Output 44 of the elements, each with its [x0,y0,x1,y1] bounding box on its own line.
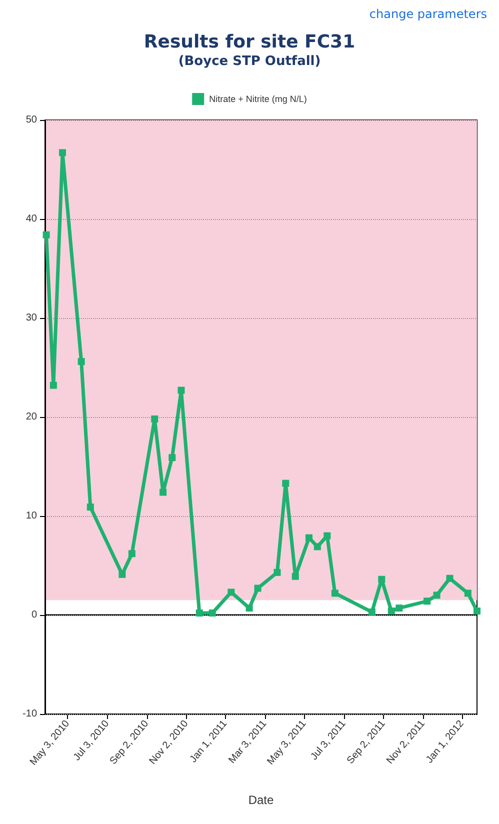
point [388,608,395,615]
point [208,610,216,617]
point [228,588,235,596]
chart-subtitle: (Boyce STP Outfall) [178,54,321,69]
point [196,610,203,617]
point [282,480,290,487]
point [254,584,262,592]
point [168,454,176,462]
y-tick-label: -10 [22,708,38,720]
y-tick-label: 30 [26,312,38,324]
text: change parameters [369,7,488,21]
point [78,358,85,366]
point [433,592,440,599]
point [378,576,386,583]
point [50,382,57,389]
y-tick-label: 10 [26,510,38,522]
point [314,543,321,550]
point [118,570,126,578]
point [396,604,403,612]
point [246,604,253,612]
y-tick-label: 0 [31,610,38,620]
point [274,568,281,576]
x-axis-title: Date [248,793,274,807]
point [59,149,66,156]
point [446,574,454,582]
point [474,608,480,615]
point [324,532,331,540]
y-tick-label: 50 [26,114,38,126]
point [368,608,376,616]
point [86,504,94,511]
y-tick-label: 20 [26,412,38,422]
point [292,572,299,580]
point [160,488,167,496]
legend-label: Nitrate + Nitrite (mg N/L) [209,94,307,104]
point [306,534,312,542]
point [178,386,185,394]
point [128,550,136,558]
point [151,415,158,422]
y-tick-label: 40 [26,214,38,224]
point [464,590,472,597]
point [331,590,338,597]
point [42,231,50,238]
chart-title: Results for site FC31 [144,32,356,52]
point [424,598,431,605]
